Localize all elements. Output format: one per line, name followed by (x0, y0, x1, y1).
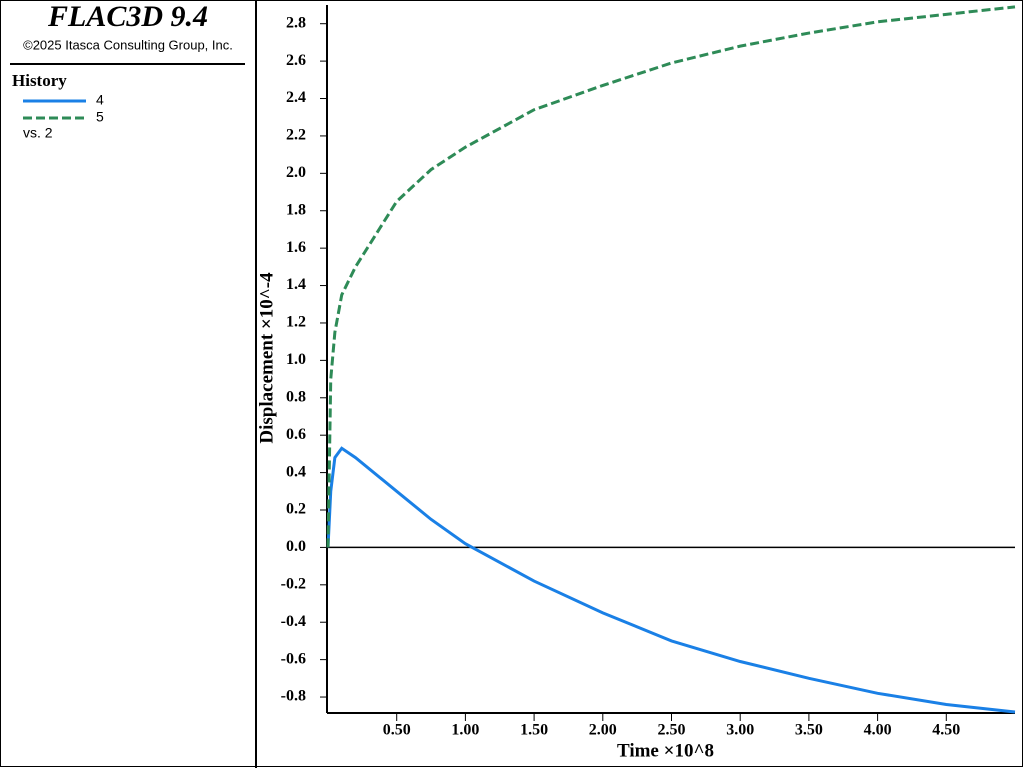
series-line (326, 446, 1016, 714)
y-tick-label: 0.8 (286, 388, 306, 405)
y-axis-label: Displacement ×10^-4 (256, 272, 277, 444)
legend-title: History (12, 71, 67, 90)
x-tick-label: 4.50 (932, 722, 960, 739)
copyright: ©2025 Itasca Consulting Group, Inc. (23, 37, 233, 52)
x-tick-label: 2.00 (589, 722, 617, 739)
y-tick-label: -0.2 (281, 575, 306, 592)
y-tick-label: 1.8 (286, 201, 306, 218)
legend-note: vs. 2 (23, 125, 53, 141)
x-axis-label: Time ×10^8 (617, 740, 714, 761)
y-tick-label: -0.8 (281, 688, 306, 705)
x-tick-label: 3.00 (726, 722, 754, 739)
y-tick-label: 2.0 (286, 164, 306, 181)
y-tick-label: 2.4 (286, 89, 306, 106)
x-tick-label: 4.00 (864, 722, 892, 739)
app-title: FLAC3D 9.4 (47, 0, 208, 33)
y-tick-label: 1.6 (286, 239, 306, 256)
x-tick-label: 1.50 (520, 722, 548, 739)
x-tick-label: 0.50 (383, 722, 411, 739)
y-tick-label: 1.2 (286, 314, 306, 331)
legend-label: 5 (96, 109, 104, 125)
y-tick-label: 0.0 (286, 538, 306, 555)
y-tick-label: 2.2 (286, 127, 306, 144)
x-tick-label: 1.00 (451, 722, 479, 739)
y-tick-label: 2.8 (286, 14, 306, 31)
x-tick-label: 2.50 (658, 722, 686, 739)
y-tick-label: 2.6 (286, 52, 306, 69)
legend-label: 4 (96, 92, 104, 108)
y-tick-label: -0.4 (281, 613, 306, 630)
y-tick-label: 1.4 (286, 276, 306, 293)
y-tick-label: 1.0 (286, 351, 306, 368)
y-tick-label: 0.2 (286, 501, 306, 518)
x-tick-label: 3.50 (795, 722, 823, 739)
y-tick-label: 0.6 (286, 426, 306, 443)
series-line (326, 5, 1016, 548)
y-tick-label: 0.4 (286, 463, 306, 480)
y-tick-label: -0.6 (281, 650, 306, 667)
